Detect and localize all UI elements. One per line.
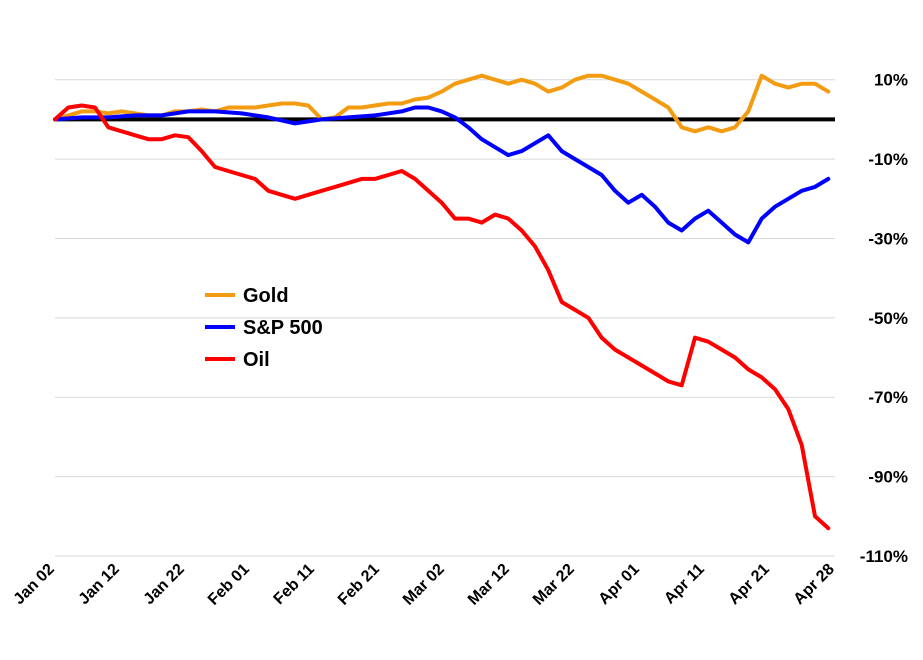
y-tick-label: -70% — [868, 388, 908, 407]
legend-label-gold: Gold — [243, 285, 289, 307]
legend-label-s-p-500: S&P 500 — [243, 317, 323, 339]
x-tick-label: Mar 02 — [400, 561, 448, 609]
x-tick-label: Apr 01 — [596, 561, 643, 608]
x-tick-label: Feb 21 — [335, 561, 383, 609]
x-tick-label: Jan 02 — [11, 561, 58, 608]
x-tick-label: Mar 22 — [530, 561, 578, 609]
series-line-s-p-500 — [53, 105, 831, 245]
x-tick-label: Apr 28 — [791, 561, 838, 608]
x-tick-label: Mar 12 — [465, 561, 513, 609]
y-tick-label: -30% — [868, 229, 908, 248]
x-tick-label: Feb 01 — [205, 561, 253, 609]
x-tick-label: Feb 11 — [271, 561, 318, 608]
x-tick-label: Jan 12 — [76, 561, 123, 608]
series-line-gold — [53, 73, 831, 134]
y-axis-ticks: 10% -10% -30% -50% -70% -90% -110% — [860, 71, 908, 566]
legend-label-oil: Oil — [243, 349, 270, 371]
y-tick-label: -50% — [868, 309, 908, 328]
y-tick-label: -110% — [860, 547, 908, 566]
grid-lines — [55, 79, 835, 557]
y-tick-label: 10% — [874, 71, 908, 90]
y-tick-label: -90% — [868, 468, 908, 487]
x-axis-ticks: Jan 02 Jan 12 Jan 22 Feb 01 Feb 11 Feb 21 Mar … — [11, 561, 838, 609]
x-tick-label: Apr 21 — [726, 561, 773, 608]
x-tick-label: Jan 22 — [141, 561, 188, 608]
x-tick-label: Apr 11 — [661, 561, 708, 608]
series-layer — [53, 73, 831, 531]
legend: Gold S&P 500 Oil — [205, 285, 323, 371]
y-tick-label: -10% — [868, 150, 908, 169]
series-line-oil — [53, 103, 831, 531]
